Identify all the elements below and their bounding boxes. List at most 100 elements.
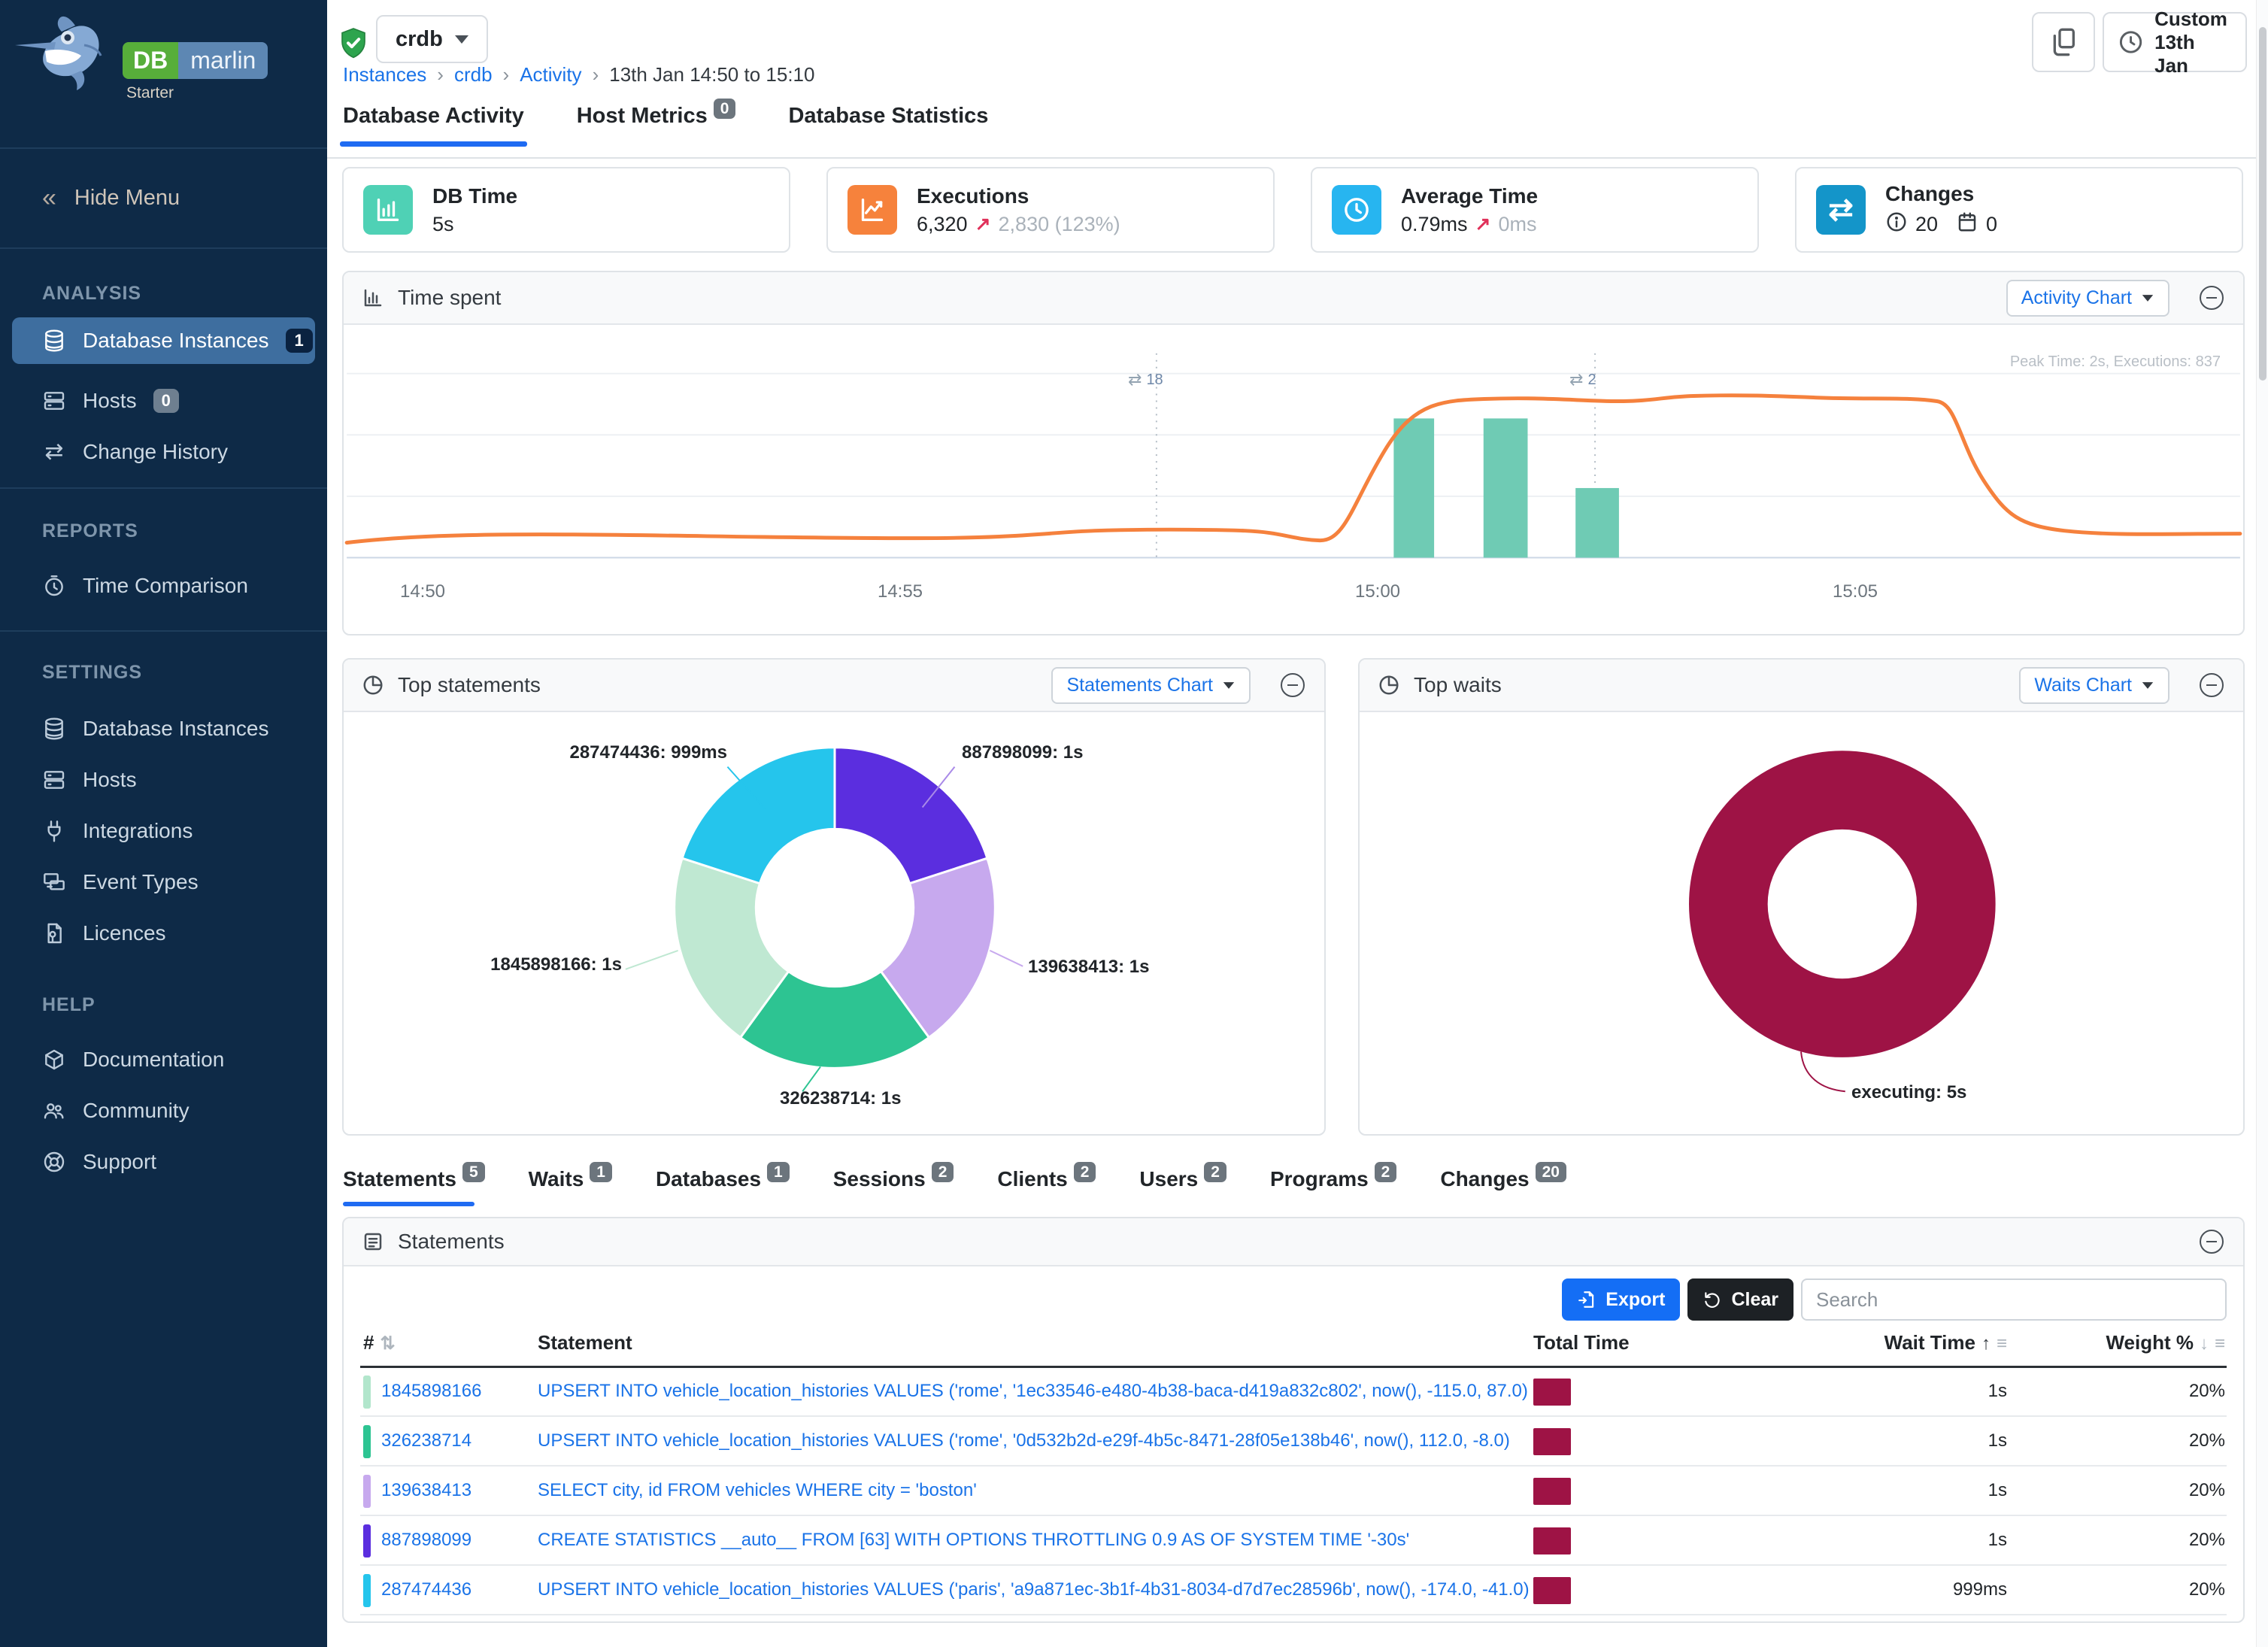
sidebar-item-documentation[interactable]: Documentation — [12, 1036, 315, 1083]
tab-label: Waits — [528, 1167, 584, 1191]
scrollbar-thumb[interactable] — [2259, 27, 2266, 381]
column-header-wait-time[interactable]: Wait Time ↑ ≡ — [1884, 1331, 2007, 1354]
tab-waits[interactable]: Waits 1 — [528, 1162, 612, 1206]
table-row[interactable]: 887898099 CREATE STATISTICS __auto__ FRO… — [360, 1516, 2227, 1566]
sidebar-item-community[interactable]: Community — [12, 1087, 315, 1134]
breadcrumb-separator: › — [502, 63, 510, 86]
waits-chart-selector[interactable]: Waits Chart — [2019, 666, 2169, 704]
statement-sql-link[interactable]: SELECT city, id FROM vehicles WHERE city… — [538, 1480, 977, 1500]
time-range-button[interactable]: Custom 13th Jan — [2103, 8, 2247, 77]
tab-statements[interactable]: Statements 5 — [343, 1162, 485, 1206]
activity-line-chart[interactable] — [344, 325, 2243, 635]
statements-donut[interactable] — [344, 712, 1324, 1133]
executions-bar[interactable] — [1393, 418, 1435, 558]
sidebar-item-settings-hosts[interactable]: Hosts — [12, 757, 315, 803]
tab-changes[interactable]: Changes 20 — [1440, 1162, 1566, 1206]
panel-title: Time spent — [398, 286, 502, 309]
swap-arrows-icon: ⇄ — [1569, 370, 1584, 389]
total-time-bar — [1533, 1428, 1571, 1455]
tab-sessions[interactable]: Sessions 2 — [833, 1162, 954, 1206]
sidebar-item-integrations[interactable]: Integrations — [12, 808, 315, 854]
statement-sql-link[interactable]: UPSERT INTO vehicle_location_histories V… — [538, 1579, 1530, 1600]
collapse-panel-icon[interactable] — [1279, 672, 1306, 699]
instance-selector[interactable]: crdb — [376, 15, 488, 63]
copy-link-button[interactable] — [2032, 12, 2095, 72]
chevron-down-icon — [454, 35, 468, 44]
tab-clients[interactable]: Clients 2 — [997, 1162, 1096, 1206]
stopwatch-icon — [42, 574, 66, 598]
statement-color-chip — [363, 1574, 371, 1607]
tab-badge: 1 — [590, 1162, 612, 1182]
donut-segment-887898099[interactable] — [833, 746, 989, 885]
tab-databases[interactable]: Databases 1 — [656, 1162, 790, 1206]
tab-host-metrics[interactable]: Host Metrics 0 — [577, 99, 736, 147]
tab-users[interactable]: Users 2 — [1139, 1162, 1226, 1206]
breadcrumb-activity[interactable]: Activity — [520, 63, 582, 86]
statement-sql-link[interactable]: UPSERT INTO vehicle_location_histories V… — [538, 1430, 1510, 1451]
donut-segment-326238714[interactable] — [738, 969, 931, 1069]
collapse-panel-icon[interactable] — [2198, 1228, 2225, 1255]
breadcrumb-instances[interactable]: Instances — [343, 63, 427, 86]
donut-segment-1845898166[interactable] — [673, 857, 790, 1039]
sidebar-item-hosts[interactable]: Hosts 0 — [12, 378, 315, 424]
sidebar-item-time-comparison[interactable]: Time Comparison — [12, 563, 315, 609]
sidebar-item-licences[interactable]: Licences — [12, 910, 315, 957]
executions-bar[interactable] — [1575, 487, 1619, 558]
statement-id-link[interactable]: 326238714 — [381, 1430, 472, 1451]
activity-chart-selector[interactable]: Activity Chart — [2006, 279, 2169, 317]
sidebar-item-support[interactable]: Support — [12, 1139, 315, 1185]
brand-db-badge: DB — [123, 42, 179, 79]
tab-badge: 1 — [767, 1162, 790, 1182]
statement-id-link[interactable]: 887898099 — [381, 1530, 472, 1550]
search-input[interactable] — [1801, 1278, 2227, 1321]
change-marker-label[interactable]: ⇄ 18 — [1128, 370, 1163, 390]
weight-value: 20% — [2188, 1381, 2225, 1401]
leader-line — [802, 1066, 821, 1092]
column-header-num[interactable]: # ⇅ — [363, 1331, 396, 1354]
hide-menu-button[interactable]: « Hide Menu — [0, 148, 327, 247]
column-header-weight[interactable]: Weight % ↓ ≡ — [2106, 1331, 2225, 1354]
waits-donut[interactable] — [1360, 712, 2243, 1133]
tab-database-statistics[interactable]: Database Statistics — [788, 104, 988, 147]
change-marker-label[interactable]: ⇄ 2 — [1569, 370, 1596, 390]
calendar-icon — [1956, 211, 1978, 238]
table-row[interactable]: 287474436 UPSERT INTO vehicle_location_h… — [360, 1566, 2227, 1615]
statement-id-link[interactable]: 139638413 — [381, 1480, 472, 1500]
executions-bar[interactable] — [1483, 418, 1528, 558]
column-header-total-time[interactable]: Total Time — [1533, 1331, 1630, 1354]
tab-programs[interactable]: Programs 2 — [1270, 1162, 1397, 1206]
clock-icon — [1332, 185, 1381, 235]
chart-selector-label: Waits Chart — [2034, 674, 2132, 696]
tab-database-activity[interactable]: Database Activity — [340, 104, 527, 147]
wait-time-value: 999ms — [1952, 1579, 2007, 1600]
sidebar-item-change-history[interactable]: ⇄ Change History — [12, 429, 315, 475]
statement-sql-link[interactable]: CREATE STATISTICS __auto__ FROM [63] WIT… — [538, 1530, 1410, 1550]
db-time-line[interactable] — [344, 393, 2242, 545]
statement-id-link[interactable]: 287474436 — [381, 1579, 472, 1600]
page-scrollbar[interactable] — [2256, 0, 2268, 1647]
statement-sql-link[interactable]: UPSERT INTO vehicle_location_histories V… — [538, 1381, 1528, 1401]
statements-chart-selector[interactable]: Statements Chart — [1051, 666, 1251, 704]
clear-button[interactable]: Clear — [1687, 1278, 1793, 1321]
table-row[interactable]: 139638413 SELECT city, id FROM vehicles … — [360, 1467, 2227, 1516]
wait-time-value: 1s — [1988, 1480, 2007, 1500]
export-button[interactable]: Export — [1562, 1278, 1681, 1321]
sidebar-item-event-types[interactable]: Event Types — [12, 859, 315, 905]
tab-badge: 2 — [931, 1162, 954, 1182]
table-row[interactable]: 326238714 UPSERT INTO vehicle_location_h… — [360, 1417, 2227, 1467]
collapse-panel-icon[interactable] — [2198, 284, 2225, 311]
collapse-panel-icon[interactable] — [2198, 672, 2225, 699]
donut-segment-139638413[interactable] — [879, 857, 996, 1039]
statement-id-link[interactable]: 1845898166 — [381, 1381, 482, 1401]
sidebar-item-settings-database-instances[interactable]: Database Instances — [12, 705, 315, 752]
donut-segment-executing[interactable] — [1689, 751, 1996, 1057]
donut-segment-287474436[interactable] — [681, 746, 836, 885]
column-header-statement[interactable]: Statement — [538, 1331, 632, 1354]
tab-label: Users — [1139, 1167, 1199, 1191]
breadcrumb-crdb[interactable]: crdb — [453, 63, 493, 86]
card-title: DB Time — [432, 184, 518, 208]
tab-label: Database Activity — [343, 104, 524, 128]
table-row[interactable]: 1845898166 UPSERT INTO vehicle_location_… — [360, 1367, 2227, 1417]
sidebar-item-database-instances[interactable]: Database Instances 1 — [12, 317, 315, 364]
